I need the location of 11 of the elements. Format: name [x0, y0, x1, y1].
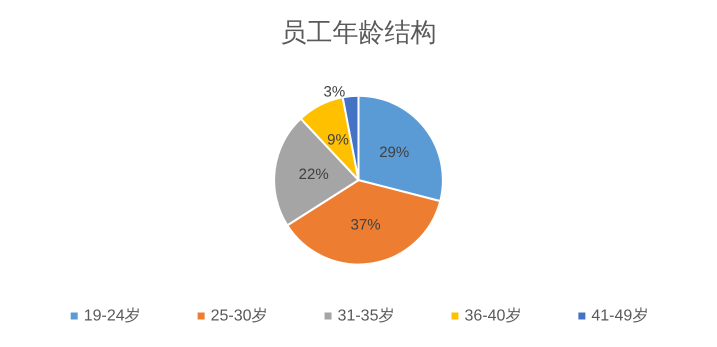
data-label: 22%: [298, 166, 329, 183]
legend-label: 36-40岁: [464, 306, 522, 324]
data-label: 37%: [350, 216, 381, 234]
chart-title: 员工年龄结构: [280, 17, 436, 47]
legend-label: 25-30岁: [210, 306, 268, 324]
legend-label: 41-49岁: [591, 306, 648, 324]
data-label: 29%: [379, 144, 410, 161]
data-label: 3%: [323, 84, 346, 101]
legend-label: 31-35岁: [338, 306, 394, 324]
data-label: 9%: [327, 131, 349, 148]
legend-label: 19-24岁: [84, 306, 141, 324]
